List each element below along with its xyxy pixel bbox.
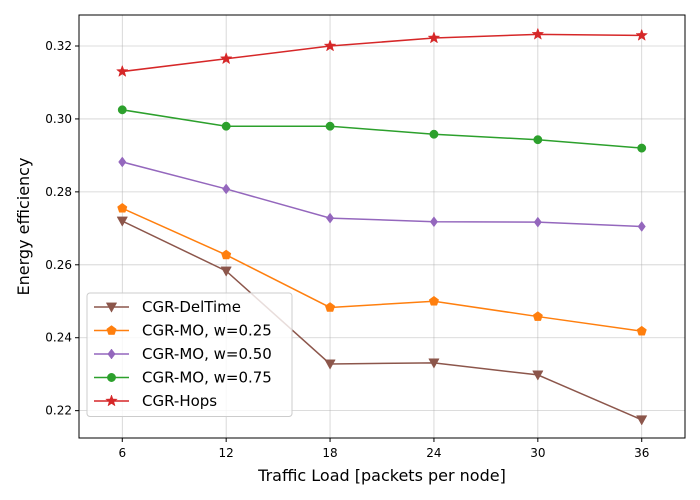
legend-entry: CGR-MO, w=0.50 <box>94 345 272 363</box>
data-point <box>118 156 127 168</box>
data-point <box>323 39 337 52</box>
data-point <box>635 28 649 41</box>
y-axis-label: Energy efficiency <box>14 158 33 296</box>
series-cgr-hops <box>115 27 649 77</box>
data-point <box>636 325 647 336</box>
legend-marker <box>106 325 117 335</box>
series-cgr-mo-w-0-50 <box>118 156 646 232</box>
series-line <box>122 109 642 149</box>
data-point <box>117 105 127 115</box>
series-cgr-mo-w-0-25 <box>117 202 647 336</box>
y-tick-label: 0.30 <box>45 112 72 126</box>
y-axis-ticks: 0.22 0.24 0.26 0.28 0.30 0.32 <box>45 39 79 418</box>
y-tick-label: 0.24 <box>45 331 72 345</box>
data-point <box>532 370 544 381</box>
data-point <box>324 359 336 370</box>
legend-entry: CGR-MO, w=0.25 <box>94 322 272 340</box>
data-point <box>427 31 441 44</box>
data-point <box>116 216 128 227</box>
series-line <box>122 161 642 228</box>
data-point <box>222 183 231 195</box>
legend-marker <box>107 348 116 360</box>
legend-label: CGR-MO, w=0.75 <box>142 369 272 387</box>
series-line <box>121 220 643 421</box>
series-line <box>121 207 642 332</box>
data-point <box>532 311 543 321</box>
data-point <box>221 121 231 131</box>
x-tick-label: 12 <box>219 446 234 460</box>
data-point <box>117 202 128 213</box>
data-point <box>220 266 232 277</box>
legend-label: CGR-Hops <box>142 392 217 410</box>
data-point <box>636 415 648 426</box>
legend: CGR-DelTime CGR-MO, w=0.25 CGR-MO, w=0.50 C… <box>86 292 293 417</box>
x-tick-label: 30 <box>530 446 545 460</box>
data-point <box>428 358 440 369</box>
x-axis-label: Traffic Load [packets per node] <box>257 466 506 485</box>
data-point <box>428 295 439 306</box>
x-tick-label: 36 <box>634 446 649 460</box>
data-point <box>221 249 232 260</box>
legend-entry: CGR-Hops <box>94 392 217 410</box>
series-cgr-mo-w-0-75 <box>117 105 647 153</box>
data-point <box>637 221 646 232</box>
data-point <box>429 216 439 228</box>
x-tick-label: 18 <box>322 446 337 460</box>
data-point <box>325 121 335 131</box>
data-point <box>429 129 439 139</box>
data-point <box>115 64 129 77</box>
data-point <box>533 216 542 228</box>
legend-entry: CGR-MO, w=0.75 <box>94 369 272 387</box>
legend-marker <box>105 302 118 313</box>
data-point <box>637 143 647 153</box>
series-cgr-deltime <box>116 216 648 426</box>
y-tick-label: 0.26 <box>45 258 72 272</box>
legend-marker <box>107 373 116 382</box>
legend-entry: CGR-DelTime <box>94 298 241 316</box>
legend-box <box>86 292 293 417</box>
legend-label: CGR-MO, w=0.25 <box>142 322 272 340</box>
data-point <box>219 52 233 65</box>
x-tick-label: 6 <box>118 446 126 460</box>
data-point <box>533 135 543 145</box>
legend-marker <box>105 394 118 407</box>
plot-area-frame <box>78 14 686 439</box>
data-point <box>531 27 545 40</box>
y-tick-label: 0.22 <box>45 404 72 418</box>
series-lines <box>115 27 649 426</box>
x-tick-label: 24 <box>426 446 441 460</box>
legend-label: CGR-DelTime <box>142 298 241 316</box>
x-axis-ticks: 6 12 18 24 30 36 <box>118 438 649 460</box>
series-line <box>122 33 642 73</box>
data-point <box>325 302 336 312</box>
y-tick-label: 0.32 <box>45 39 72 53</box>
legend-label: CGR-MO, w=0.50 <box>142 345 272 363</box>
y-tick-label: 0.28 <box>45 185 72 199</box>
data-point <box>325 212 335 224</box>
